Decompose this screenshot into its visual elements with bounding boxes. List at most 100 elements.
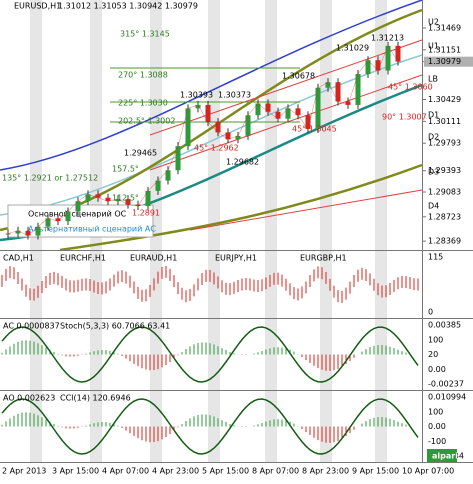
panel-label: Stoch(5,3,3) 60.7066 63.41 <box>60 322 170 331</box>
candle <box>365 60 371 74</box>
zone-label: U1 <box>428 42 439 51</box>
candle <box>265 103 271 112</box>
panel-axis-label: 0.00 <box>428 422 446 431</box>
date-label: 5 Apr 15:00 <box>202 467 249 476</box>
candle <box>35 226 41 236</box>
candle <box>95 194 101 198</box>
y-tick-label: 1.29793 <box>428 139 461 148</box>
level-label: 45° 1.3060 <box>388 83 433 92</box>
level-label: 135° 1.2921 or 1.27512 <box>2 174 98 183</box>
candle <box>215 122 221 133</box>
level-label: 1.2891 <box>132 209 160 218</box>
date-label: 4 Apr 07:00 <box>102 467 149 476</box>
y-tick-label: 1.31151 <box>428 45 461 54</box>
panel-label: CCI(14) 120.6946 <box>60 394 131 403</box>
candle <box>145 190 151 206</box>
candle <box>295 108 301 116</box>
panel-label: EURAUD,H1 <box>130 254 177 263</box>
candle <box>325 82 331 88</box>
legend-main: Основной сценарий ОС <box>28 210 127 219</box>
y-tick-label: 1.30111 <box>428 117 461 126</box>
peak-label: 1.29465 <box>124 149 157 158</box>
candle <box>315 87 321 129</box>
oscillator-line <box>1 398 419 455</box>
level-label: 157.5° <box>112 165 139 174</box>
candle <box>235 135 241 140</box>
date-label: 8 Apr 23:00 <box>302 467 349 476</box>
candle <box>105 197 111 202</box>
panel-label: AC 0.0000837 <box>3 322 60 331</box>
candle <box>255 103 261 116</box>
candle <box>85 194 91 202</box>
candle <box>245 115 251 136</box>
candle <box>355 73 361 105</box>
zone-label: D3 <box>428 168 439 177</box>
peak-label: 1.31213 <box>371 34 404 43</box>
candle <box>25 230 31 236</box>
y-tick-label: 1.28369 <box>428 237 461 246</box>
candle <box>75 201 81 212</box>
level-label: 315° 1.3145 <box>120 30 170 39</box>
date-label: 9 Apr 15:00 <box>352 467 399 476</box>
candle <box>155 180 161 191</box>
candle <box>395 45 401 62</box>
level-label: 202.5° 1.3002 <box>118 117 175 126</box>
panel-label: EURGBP,H1 <box>300 254 347 263</box>
y-tick-label: 1.30979 <box>428 57 461 66</box>
date-label: 3 Apr 15:00 <box>52 467 99 476</box>
candle <box>55 218 61 222</box>
date-label: 10 Apr 07:00 <box>402 467 454 476</box>
candle <box>45 218 51 227</box>
candle <box>385 45 391 71</box>
panel-axis-label: -100 <box>428 437 446 446</box>
candle <box>5 233 11 235</box>
zone-label: U2 <box>428 18 439 27</box>
panel-axis-label: 0.010994 <box>428 393 466 402</box>
panel-label: EURJPY,H1 <box>215 254 257 263</box>
candle <box>225 132 231 140</box>
date-label: 2 Apr 2013 <box>2 467 46 476</box>
y-tick-label: 1.31469 <box>428 23 461 32</box>
candle <box>345 101 351 105</box>
candle <box>65 211 71 222</box>
zone-label: D4 <box>428 202 439 211</box>
panel-axis-label: -0.00237 <box>428 380 464 389</box>
y-tick-label: 1.29083 <box>428 188 461 197</box>
candle <box>165 170 171 181</box>
level-label: 45° 1.2962 <box>194 144 239 153</box>
symbol: EURUSD,H1 <box>14 2 61 11</box>
panel-axis-label: 0.00 <box>428 365 446 374</box>
y-tick-label: 1.29393 <box>428 166 461 175</box>
candle <box>275 111 281 119</box>
candle <box>375 60 381 71</box>
panel-axis-label: 100 <box>428 335 443 344</box>
y-tick-label: 1.30429 <box>428 95 461 104</box>
level-label: 112.5° <box>112 194 139 203</box>
candle <box>195 104 201 109</box>
zone-label: D2 <box>428 133 439 142</box>
candle <box>185 108 191 147</box>
candle <box>15 230 21 234</box>
oscillator-line <box>1 326 419 383</box>
level-label: 90° 1.3007 <box>382 113 427 122</box>
panel-axis-label: 20 <box>428 350 438 359</box>
candle <box>135 204 141 206</box>
candle <box>205 104 211 123</box>
level-label: 45° 1.3045 <box>292 125 337 134</box>
panel-axis-label: 0 <box>428 308 433 317</box>
candle <box>175 146 181 171</box>
legend-alt: Альтернативный сценарий АС <box>28 225 156 234</box>
peak-label: 1.30393 <box>180 91 213 100</box>
panel-axis-label: 0.00385 <box>428 321 461 330</box>
panel-label: AO 0.002623 <box>3 394 55 403</box>
date-label: 8 Apr 07:00 <box>252 467 299 476</box>
logo: alpari <box>432 452 458 461</box>
panel-axis-label: 100 <box>428 407 443 416</box>
peak-label: 1.29682 <box>226 158 259 167</box>
logo-box <box>427 449 457 462</box>
y-tick-label: 1.28723 <box>428 212 461 221</box>
candle <box>125 199 131 205</box>
candle <box>305 115 311 129</box>
